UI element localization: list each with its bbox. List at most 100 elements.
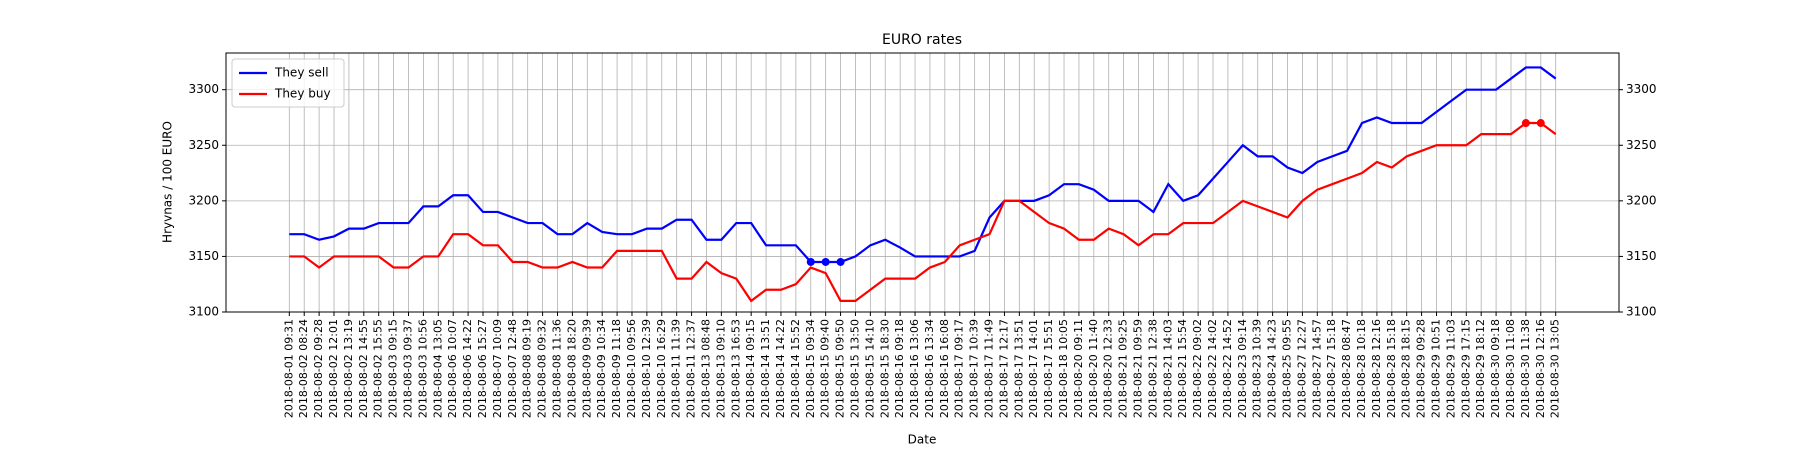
x-tick-label: 2018-08-03 09:15: [387, 319, 400, 418]
x-tick-label: 2018-08-28 18:15: [1400, 319, 1413, 418]
x-tick-label: 2018-08-23 09:14: [1236, 319, 1249, 418]
x-tick-label: 2018-08-22 14:52: [1221, 319, 1234, 418]
y2-tick-label: 3150: [1626, 249, 1657, 263]
x-tick-label: 2018-08-18 10:05: [1057, 319, 1070, 418]
x-tick-label: 2018-08-08 11:36: [550, 319, 563, 418]
x-tick-label: 2018-08-24 14:23: [1266, 319, 1279, 418]
legend-label: They sell: [274, 66, 329, 80]
x-tick-label: 2018-08-06 10:07: [446, 319, 459, 418]
x-tick-label: 2018-08-15 18:30: [878, 319, 891, 418]
x-tick-label: 2018-08-22 14:02: [1206, 319, 1219, 418]
series-line: [289, 66, 1557, 264]
x-tick-label: 2018-08-28 08:47: [1340, 319, 1353, 418]
x-tick-label: 2018-08-21 14:03: [1161, 319, 1174, 418]
x-tick-label: 2018-08-14 15:52: [789, 319, 802, 418]
x-tick-label: 2018-08-14 13:51: [759, 319, 772, 418]
x-tick-label: 2018-08-13 09:10: [714, 319, 727, 418]
x-tick-label: 2018-08-09 11:18: [610, 319, 623, 418]
x-tick-label: 2018-08-11 11:39: [670, 319, 683, 418]
plot-frame: [225, 52, 1620, 313]
x-tick-label: 2018-08-28 12:16: [1370, 319, 1383, 418]
x-tick-label: 2018-08-29 11:03: [1444, 319, 1457, 418]
highlight-point: [836, 257, 845, 266]
x-tick-label: 2018-08-29 10:51: [1429, 319, 1442, 418]
x-tick-label: 2018-08-08 09:32: [536, 319, 549, 418]
x-tick-label: 2018-08-11 12:37: [685, 319, 698, 418]
highlight-point: [806, 257, 815, 266]
x-tick-label: 2018-08-28 10:18: [1355, 319, 1368, 418]
y2-tick-label: 3100: [1626, 305, 1657, 319]
x-tick-label: 2018-08-15 14:10: [863, 319, 876, 418]
x-tick-label: 2018-08-20 12:33: [1102, 319, 1115, 418]
x-tick-label: 2018-08-20 11:40: [1087, 319, 1100, 418]
x-tick-label: 2018-08-15 09:34: [804, 319, 817, 418]
x-tick-label: 2018-08-16 13:06: [908, 319, 921, 418]
x-tick-label: 2018-08-17 10:39: [968, 319, 981, 418]
x-tick-label: 2018-08-07 10:09: [491, 319, 504, 418]
x-tick-label: 2018-08-15 09:40: [819, 319, 832, 418]
x-tick-label: 2018-08-14 14:22: [774, 319, 787, 418]
x-tick-label: 2018-08-01 09:31: [282, 319, 295, 418]
x-tick-label: 2018-08-13 16:53: [729, 319, 742, 418]
x-tick-label: 2018-08-30 11:38: [1519, 319, 1532, 418]
x-tick-label: 2018-08-02 12:01: [327, 319, 340, 418]
x-tick-label: 2018-08-16 16:08: [938, 319, 951, 418]
highlight-point: [1536, 119, 1545, 128]
y2-tick-label: 3300: [1626, 82, 1657, 96]
x-tick-label: 2018-08-09 10:34: [595, 319, 608, 418]
x-tick-label: 2018-08-17 11:49: [983, 319, 996, 418]
y2-tick-label: 3250: [1626, 138, 1657, 152]
chart-title: EURO rates: [882, 32, 962, 48]
x-tick-label: 2018-08-06 15:27: [476, 319, 489, 418]
x-tick-label: 2018-08-14 09:15: [744, 319, 757, 418]
x-tick-label: 2018-08-30 09:18: [1489, 319, 1502, 418]
x-tick-label: 2018-08-13 08:48: [699, 319, 712, 418]
x-tick-label: 2018-08-17 13:51: [1012, 319, 1025, 418]
x-tick-label: 2018-08-20 09:11: [1072, 319, 1085, 418]
x-tick-label: 2018-08-28 15:18: [1385, 319, 1398, 418]
x-tick-label: 2018-08-09 09:39: [580, 319, 593, 418]
x-tick-label: 2018-08-08 18:20: [565, 319, 578, 418]
x-tick-label: 2018-08-16 09:18: [893, 319, 906, 418]
x-tick-label: 2018-08-17 15:51: [1042, 319, 1055, 418]
x-tick-label: 2018-08-10 12:39: [640, 319, 653, 418]
x-tick-label: 2018-08-03 09:37: [402, 319, 415, 418]
x-tick-label: 2018-08-02 09:28: [312, 319, 325, 418]
x-tick-label: 2018-08-27 14:57: [1310, 319, 1323, 418]
x-tick-label: 2018-08-07 12:48: [506, 319, 519, 418]
x-tick-label: 2018-08-21 15:54: [1176, 319, 1189, 418]
x-tick-label: 2018-08-15 13:50: [848, 319, 861, 418]
y2-tick-label: 3200: [1626, 193, 1657, 207]
x-tick-label: 2018-08-08 09:19: [521, 319, 534, 418]
x-tick-label: 2018-08-30 12:16: [1534, 319, 1547, 418]
x-tick-label: 2018-08-02 08:24: [297, 319, 310, 418]
y-tick-label: 3250: [188, 138, 219, 152]
x-tick-label: 2018-08-22 09:02: [1191, 319, 1204, 418]
y-axis-label: Hryvnas / 100 EURO: [161, 121, 175, 243]
x-tick-label: 2018-08-02 14:55: [357, 319, 370, 418]
x-tick-label: 2018-08-16 13:34: [923, 319, 936, 418]
highlight-point: [821, 257, 830, 266]
x-tick-label: 2018-08-17 09:17: [953, 319, 966, 418]
x-tick-label: 2018-08-17 12:17: [997, 319, 1010, 418]
legend: They sell They buy: [231, 58, 345, 108]
x-tick-label: 2018-08-23 10:39: [1251, 319, 1264, 418]
x-tick-label: 2018-08-29 09:28: [1415, 319, 1428, 418]
x-tick-label: 2018-08-10 09:56: [625, 319, 638, 418]
x-tick-label: 2018-08-30 13:05: [1549, 319, 1562, 418]
x-tick-label: 2018-08-21 12:38: [1146, 319, 1159, 418]
y-tick-label: 3100: [188, 305, 219, 319]
x-tick-label: 2018-08-30 11:08: [1504, 319, 1517, 418]
x-tick-label: 2018-08-15 09:50: [834, 319, 847, 418]
x-axis-label: Date: [908, 433, 937, 447]
x-tick-label: 2018-08-25 09:55: [1281, 319, 1294, 418]
highlight-point: [1521, 119, 1530, 128]
y-tick-label: 3150: [188, 249, 219, 263]
x-tick-label: 2018-08-06 14:22: [461, 319, 474, 418]
series-line: [289, 121, 1557, 303]
x-tick-label: 2018-08-21 09:25: [1117, 319, 1130, 418]
x-tick-label: 2018-08-21 09:59: [1132, 319, 1145, 418]
x-tick-label: 2018-08-02 15:55: [372, 319, 385, 418]
x-tick-label: 2018-08-27 12:27: [1295, 319, 1308, 418]
